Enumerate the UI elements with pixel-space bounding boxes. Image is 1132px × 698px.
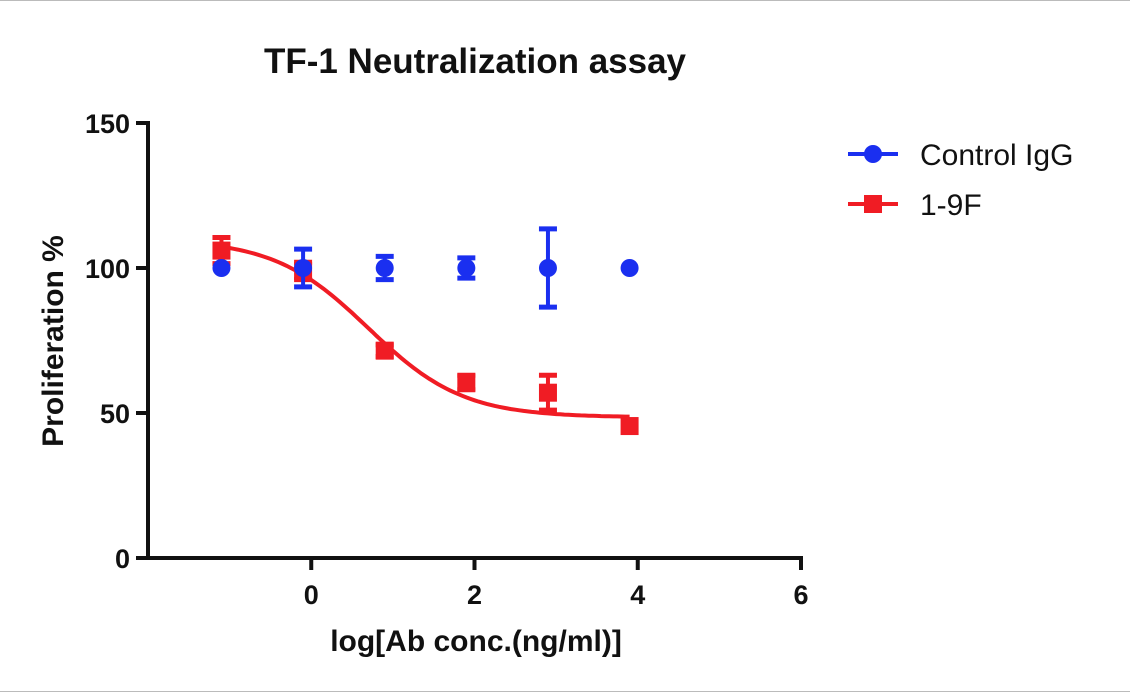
legend-label-1-9f: 1-9F <box>920 189 982 222</box>
legend-marker-1-9f <box>864 195 882 213</box>
point-control-igg <box>457 259 476 277</box>
legend-marker-control-igg <box>864 145 882 163</box>
y-axis-label: Proliferation % <box>37 235 70 447</box>
y-tick-label: 50 <box>100 399 130 429</box>
x-tick-label: 4 <box>630 580 645 610</box>
x-axis-label: log[Ab conc.(ng/ml)] <box>330 625 622 658</box>
point-control-igg <box>538 259 557 277</box>
x-tick-label: 6 <box>793 580 808 610</box>
chart-title: TF-1 Neutralization assay <box>264 42 687 81</box>
x-tick-label: 0 <box>304 580 319 610</box>
legend-label-control-igg: Control IgG <box>920 139 1073 172</box>
point-control-igg <box>212 259 231 277</box>
y-tick-label: 0 <box>115 544 130 574</box>
point-1-9f <box>375 341 394 360</box>
point-1-9f <box>457 373 476 392</box>
y-tick-label: 150 <box>85 109 130 139</box>
point-1-9f <box>620 417 639 436</box>
fit-curve-1-9f <box>221 244 630 419</box>
point-control-igg <box>620 259 639 277</box>
y-tick-label: 100 <box>85 254 130 284</box>
point-control-igg <box>375 259 394 277</box>
point-1-9f <box>538 383 557 402</box>
point-control-igg <box>294 259 313 277</box>
point-1-9f <box>212 241 231 260</box>
x-tick-label: 2 <box>467 580 482 610</box>
